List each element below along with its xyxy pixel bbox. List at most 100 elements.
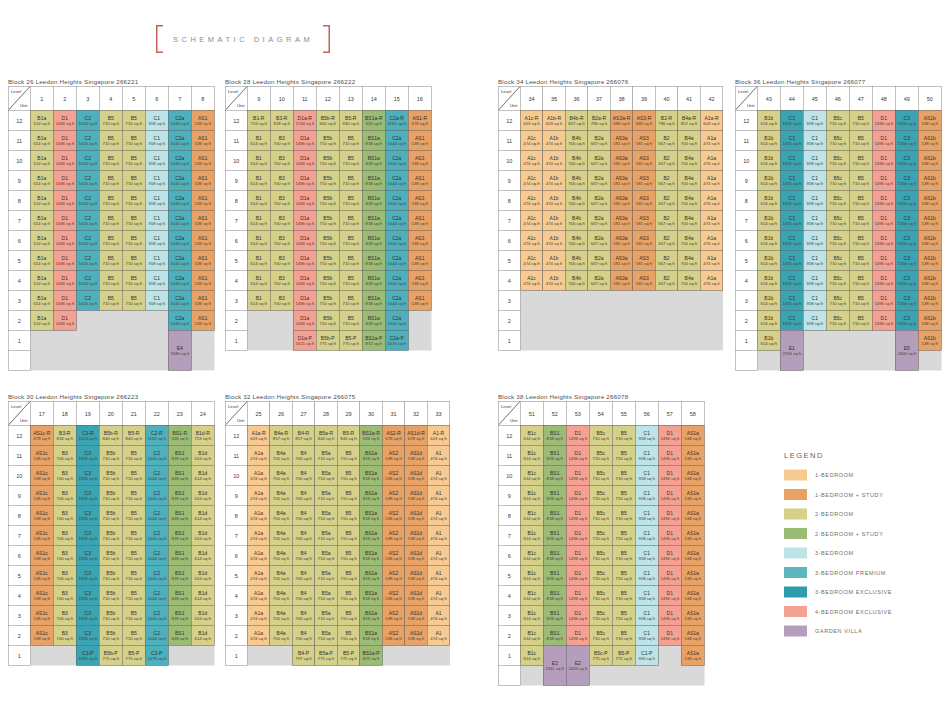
unit-cell-B5c: B5c710 sq ft [589, 505, 613, 526]
unit-cell-B5: B5710 sq ft [122, 625, 146, 646]
empty-cell [589, 665, 705, 686]
unit-number: 13 [339, 86, 363, 111]
legend-swatch [784, 548, 807, 559]
level-label: 4 [225, 270, 248, 291]
unit-table-b32: LevelUnit25262728293031323312A1a-R603 sq… [225, 401, 450, 666]
level-label: 1 [498, 645, 521, 666]
level-unit-corner: LevelUnit [8, 86, 31, 111]
level-label: 8 [8, 505, 31, 526]
unit-cell-C1: C1958 sq ft [635, 605, 659, 626]
unit-cell-B5: B5710 sq ft [122, 545, 146, 566]
legend-label: GARDEN VILLA [815, 628, 862, 634]
unit-cell-D1: D11496 sq ft [53, 250, 77, 271]
unit-cell-D1: D11496 sq ft [566, 525, 590, 546]
unit-number: 56 [635, 401, 659, 426]
unit-cell-C3: C31356 sq ft [895, 250, 919, 271]
unit-cell-C1: C1958 sq ft [635, 425, 659, 446]
unit-cell-B4a: B4a700 sq ft [270, 485, 293, 506]
unit-cell-AS2: AS2538 sq ft [382, 505, 405, 526]
unit-cell-B5: B5710 sq ft [122, 290, 146, 311]
level-label: 8 [225, 505, 248, 526]
unit-cell-B3: B3700 sq ft [270, 130, 294, 151]
unit-cell-A1a: A1a474 sq ft [247, 525, 270, 546]
unit-cell-B4a: B4a700 sq ft [270, 585, 293, 606]
unit-cell-BS1a: BS1a818 sq ft [360, 465, 383, 486]
unit-cell-AS1: AS1538 sq ft [191, 270, 215, 291]
unit-cell-D1: D11496 sq ft [53, 310, 77, 331]
unit-cell-C2a: C2a1044 sq ft [168, 190, 192, 211]
unit-cell-AS1d: AS1d538 sq ft [405, 485, 428, 506]
unit-cell-B4a-R: B4a-R857 sq ft [270, 425, 293, 446]
unit-cell-AS1a: AS1a538 sq ft [681, 585, 705, 606]
legend-label: 4-BEDROOM EXCLUSIVE [815, 609, 892, 615]
unit-cell-B5b: B5b710 sq ft [99, 565, 123, 586]
level-label: 10 [498, 465, 521, 486]
unit-cell-B5: B5710 sq ft [99, 230, 123, 251]
level-label: 5 [498, 250, 521, 271]
unit-cell-B5c: B5c710 sq ft [826, 150, 850, 171]
unit-cell-C2: C21044 sq ft [76, 150, 100, 171]
unit-cell-B3: B3700 sq ft [270, 250, 294, 271]
unit-cell-B4b: B4b700 sq ft [565, 150, 588, 171]
unit-table-b38: LevelUnit515253545556575812B1c614 sq ftB… [498, 401, 705, 686]
unit-cell-B3: B3700 sq ft [270, 170, 294, 191]
unit-cell-A1a: A1a474 sq ft [247, 465, 270, 486]
unit-cell-AS1d: AS1d538 sq ft [405, 505, 428, 526]
unit-cell-BS1a: BS1a818 sq ft [360, 605, 383, 626]
unit-cell-BS1: BS1818 sq ft [168, 525, 192, 546]
unit-cell-B3: B3700 sq ft [53, 585, 77, 606]
level-label: 12 [498, 425, 521, 446]
unit-cell-B2: B2667 sq ft [655, 190, 678, 211]
unit-number: 33 [427, 401, 450, 426]
unit-cell-A1: A1474 sq ft [427, 625, 450, 646]
unit-cell-C1: C1958 sq ft [803, 190, 827, 211]
level-unit-corner: LevelUnit [225, 86, 248, 111]
unit-cell-A1a: A1a474 sq ft [700, 250, 723, 271]
unit-cell-C1: C1958 sq ft [803, 270, 827, 291]
unit-cell-B5: B5710 sq ft [337, 585, 360, 606]
level-label: 6 [498, 545, 521, 566]
unit-cell-B5b: B5b710 sq ft [99, 505, 123, 526]
unit-cell-B5: B5710 sq ft [612, 545, 636, 566]
level-label: 9 [735, 170, 758, 191]
unit-cell-B5: B5710 sq ft [339, 290, 363, 311]
level-label: 6 [225, 545, 248, 566]
unit-cell-D1a: D1a1496 sq ft [293, 290, 317, 311]
unit-number: 41 [678, 86, 701, 111]
unit-cell-C2a: C2a1044 sq ft [168, 230, 192, 251]
unit-number: 55 [612, 401, 636, 426]
unit-cell-AS3a: AS3a581 sq ft [610, 210, 633, 231]
unit-cell-C3: C31356 sq ft [76, 445, 100, 466]
unit-cell-C2: C21044 sq ft [145, 525, 169, 546]
unit-cell-C1: C1958 sq ft [145, 130, 169, 151]
unit-cell-B5c: B5c710 sq ft [589, 465, 613, 486]
level-label: 7 [8, 210, 31, 231]
unit-cell-B4b: B4b700 sq ft [565, 270, 588, 291]
unit-cell-C3: C31356 sq ft [780, 210, 804, 231]
unit-cell-BS1a: BS1a818 sq ft [360, 505, 383, 526]
unit-cell-C2a: C2a1044 sq ft [385, 230, 409, 251]
unit-cell-B5: B5710 sq ft [122, 585, 146, 606]
unit-cell-B5: B5710 sq ft [122, 270, 146, 291]
unit-number: 21 [122, 401, 146, 426]
unit-cell-BS1a: BS1a818 sq ft [362, 150, 386, 171]
unit-cell-C2: C21044 sq ft [145, 545, 169, 566]
unit-cell-B1c: B1c614 sq ft [520, 485, 544, 506]
unit-cell-BS1a: BS1a818 sq ft [362, 270, 386, 291]
unit-cell-B5a-R: B5a-R840 sq ft [315, 425, 338, 446]
unit-number: 23 [168, 401, 192, 426]
unit-cell-C1: C1958 sq ft [635, 445, 659, 466]
unit-cell-BS1a: BS1a818 sq ft [362, 210, 386, 231]
unit-number: 3 [76, 86, 100, 111]
unit-cell-C3: C31356 sq ft [780, 310, 804, 331]
unit-cell-D1: D11496 sq ft [53, 290, 77, 311]
empty-cell [168, 645, 215, 666]
unit-number: 53 [566, 401, 590, 426]
unit-cell-B5: B5710 sq ft [122, 445, 146, 466]
unit-cell-C2: C21044 sq ft [145, 585, 169, 606]
unit-cell-B4a: B4a700 sq ft [678, 150, 701, 171]
unit-cell-D1: D11496 sq ft [872, 270, 896, 291]
unit-number: 38 [610, 86, 633, 111]
unit-cell-D1a-P: D1a-P1615 sq ft [293, 330, 317, 351]
unit-cell-AS1: AS1538 sq ft [191, 190, 215, 211]
